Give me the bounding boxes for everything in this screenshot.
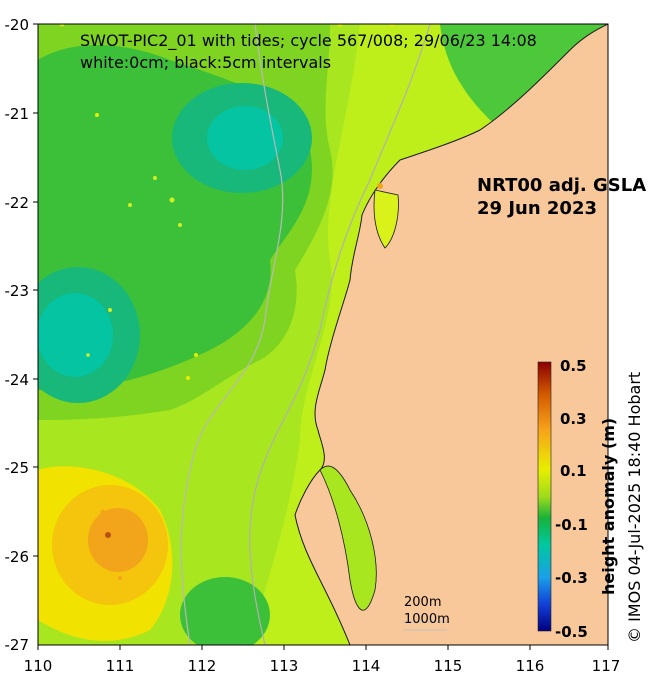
x-tick-label: 114 <box>352 657 381 675</box>
y-tick-label: -22 <box>5 194 30 212</box>
x-tick-label: 110 <box>24 657 53 675</box>
colorbar-tick: -0.3 <box>555 569 588 587</box>
title-line-2: white:0cm; black:5cm intervals <box>80 53 331 72</box>
axis-ticks <box>33 23 609 650</box>
colorbar-tick: 0.1 <box>560 462 587 480</box>
x-tick-label: 116 <box>516 657 545 675</box>
colorbar-label: height anomaly (m) <box>599 418 618 595</box>
colorbar-tick: 0.3 <box>560 410 587 428</box>
colorbar-tick: -0.5 <box>555 623 588 641</box>
y-tick-label: -26 <box>5 548 30 566</box>
eddy-west-core <box>38 293 113 377</box>
shark-bay-water <box>319 465 377 611</box>
legend-200m-label: 200m <box>404 595 441 610</box>
colorbar <box>537 361 552 632</box>
y-tick-label: -25 <box>5 459 30 477</box>
legend-1000m-label: 1000m <box>404 612 450 627</box>
map-plot-area <box>38 24 608 645</box>
eddy-north-core <box>207 106 283 170</box>
product-label: NRT00 adj. GSLA <box>477 175 646 196</box>
x-tick-label: 111 <box>106 657 135 675</box>
australia-landmass <box>294 24 608 645</box>
colorbar-tick: -0.1 <box>555 516 588 534</box>
y-tick-label: -27 <box>5 636 30 654</box>
y-tick-label: -21 <box>5 105 30 123</box>
warm-eddy-core <box>88 508 148 572</box>
x-tick-label: 112 <box>188 657 217 675</box>
plot-border <box>37 23 609 646</box>
observation-points <box>59 24 395 645</box>
exmouth-gulf-water <box>373 189 399 249</box>
title-line-1: SWOT-PIC2_01 with tides; cycle 567/008; … <box>80 31 537 51</box>
south-green-patch <box>180 577 270 645</box>
product-date: 29 Jun 2023 <box>477 198 597 219</box>
colorbar-tick: 0.5 <box>560 357 587 375</box>
x-tick-label: 113 <box>270 657 299 675</box>
credit-text: © IMOS 04-Jul-2025 18:40 Hobart <box>625 372 644 643</box>
x-tick-label: 117 <box>592 657 621 675</box>
y-tick-label: -23 <box>5 282 30 300</box>
x-tick-label: 115 <box>434 657 463 675</box>
bathymetry-200m-line <box>180 24 284 645</box>
y-tick-label: -20 <box>5 16 30 34</box>
bathymetry-1000m-line <box>249 24 431 645</box>
y-tick-label: -24 <box>5 371 30 389</box>
